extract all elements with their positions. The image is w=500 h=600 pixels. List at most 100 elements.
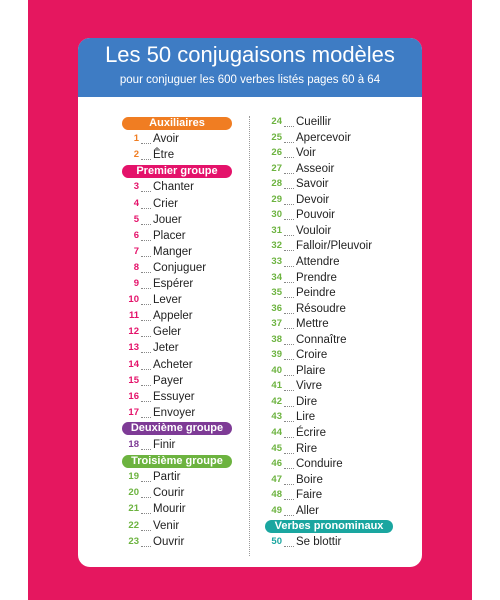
verb-number: 43 — [271, 411, 282, 423]
leader — [141, 343, 151, 354]
leader — [284, 210, 294, 221]
leader — [141, 199, 151, 209]
verb-number: 35 — [271, 287, 282, 299]
verb-name: Vivre — [296, 380, 322, 393]
verb-number: 29 — [271, 193, 282, 205]
leader — [284, 475, 294, 485]
verb-name: Essuyer — [153, 390, 195, 403]
verb-number: 3 — [133, 181, 139, 193]
leader — [141, 263, 151, 273]
leader — [141, 247, 151, 257]
verb-name: Finir — [153, 439, 176, 451]
verb-number: 25 — [271, 131, 282, 143]
leader — [284, 366, 294, 376]
verb-name: Crier — [153, 197, 178, 210]
verb-number: 12 — [128, 326, 139, 338]
verb-name: Aller — [296, 504, 320, 517]
leader — [284, 381, 294, 392]
verb-name: Pouvoir — [296, 209, 335, 222]
leader — [141, 327, 151, 338]
verb-number: 13 — [128, 342, 139, 354]
leader — [284, 195, 294, 205]
verb-number: 14 — [128, 358, 139, 370]
verb-number: 47 — [271, 473, 282, 485]
verb-number: 6 — [133, 229, 139, 241]
subtitle: pour conjuguer les 600 verbes listés pag… — [119, 74, 381, 86]
leader — [141, 440, 151, 450]
verb-number: 45 — [271, 442, 282, 454]
leader — [141, 295, 151, 306]
leader — [284, 428, 294, 438]
verb-name: Savoir — [296, 178, 329, 191]
verb-number: 40 — [271, 364, 282, 376]
title: Les 50 conjugaisons modèles — [105, 42, 395, 67]
verb-name: Écrire — [296, 427, 327, 439]
verb-number: 4 — [133, 197, 139, 209]
leader — [284, 273, 294, 283]
verb-name: Faire — [296, 489, 323, 502]
verb-name: Payer — [153, 374, 184, 387]
verb-name: Boire — [296, 473, 323, 486]
leader — [284, 288, 294, 299]
verb-name: Dire — [296, 395, 318, 408]
verb-number: 38 — [271, 333, 282, 345]
verb-number: 17 — [128, 406, 139, 418]
verb-name: Attendre — [296, 255, 340, 268]
verb-number: 2 — [133, 149, 139, 161]
verb-name: Devoir — [296, 193, 330, 206]
verb-name: Lire — [296, 411, 316, 424]
verb-name: Se blottir — [296, 535, 342, 548]
verb-number: 5 — [133, 213, 139, 225]
verb-name: Mourir — [153, 503, 186, 516]
verb-number: 24 — [271, 116, 282, 127]
leader — [141, 472, 151, 483]
verb-name: Mettre — [296, 318, 329, 331]
leader — [141, 360, 151, 370]
leader — [284, 444, 294, 454]
verb-name: Plaire — [296, 364, 326, 377]
verb-name: Chanter — [153, 181, 194, 194]
leader — [141, 231, 151, 241]
verb-number: 49 — [271, 504, 282, 516]
section-title: Deuxième groupe — [122, 422, 232, 436]
verb-name: Être — [153, 149, 175, 162]
section-title: Verbes pronominaux — [265, 519, 393, 533]
verb-number: 23 — [128, 535, 139, 547]
verb-number: 44 — [271, 427, 282, 438]
verb-number: 16 — [128, 390, 139, 402]
verb-number: 28 — [271, 178, 282, 190]
verb-name: Envoyer — [153, 406, 196, 419]
verb-number: 21 — [128, 503, 139, 515]
verb-number: 34 — [271, 271, 282, 283]
verb-number: 1 — [133, 133, 139, 145]
verb-name: Espérer — [153, 278, 194, 290]
leader — [141, 537, 151, 547]
leader — [284, 490, 294, 501]
verb-number: 37 — [271, 318, 282, 330]
verb-number: 50 — [271, 535, 282, 547]
verb-number: 7 — [133, 245, 139, 257]
verb-name: Falloir/Pleuvoir — [296, 240, 373, 253]
section-title: Auxiliaires — [122, 116, 232, 130]
leader — [284, 397, 294, 407]
leader — [284, 537, 294, 547]
verb-name: Asseoir — [296, 162, 335, 175]
verb-name: Courir — [153, 487, 185, 500]
verb-number: 10 — [128, 294, 139, 306]
verb-name: Geler — [153, 326, 182, 339]
verb-number: 9 — [133, 278, 139, 289]
verb-number: 36 — [271, 302, 282, 314]
verb-name: Placer — [153, 229, 186, 242]
verb-number: 30 — [271, 209, 282, 221]
leader — [141, 504, 151, 515]
verb-name: Prendre — [296, 271, 337, 284]
verb-name: Résoudre — [296, 302, 346, 315]
verb-name: Connaître — [296, 333, 347, 346]
verb-number: 18 — [128, 439, 139, 450]
leader — [141, 279, 151, 289]
leader — [284, 335, 294, 345]
verb-name: Rire — [296, 442, 318, 455]
leader — [284, 506, 294, 516]
verb-number: 8 — [133, 261, 139, 273]
